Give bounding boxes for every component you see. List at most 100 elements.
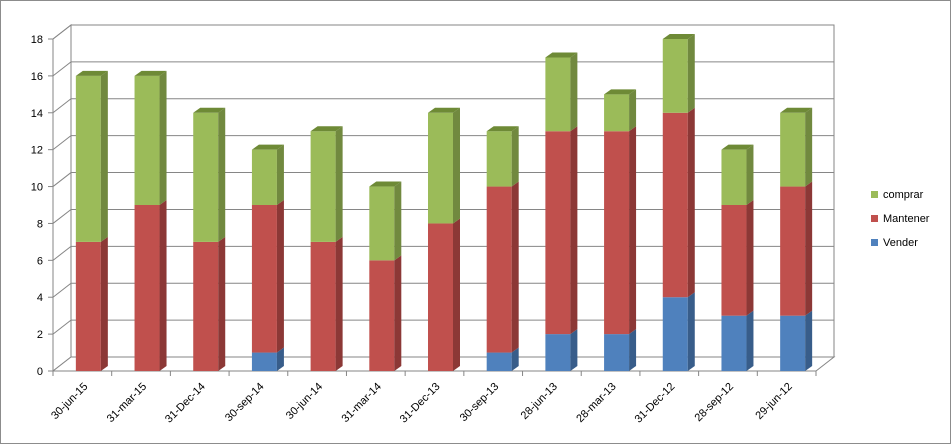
- bar-front: [780, 186, 806, 316]
- bar-segment-mantener: [193, 236, 226, 371]
- bar-side: [687, 292, 695, 371]
- bar-front: [369, 260, 395, 371]
- bar-stack: [545, 52, 578, 371]
- bar-top: [75, 70, 108, 76]
- bar-front: [662, 39, 688, 113]
- x-tick-label: 31-mar-15: [105, 381, 149, 425]
- bar-front: [486, 131, 512, 187]
- bar-side: [394, 255, 402, 371]
- bar-stack: [251, 144, 284, 371]
- bar-segment-vender: [251, 347, 284, 371]
- bar-front: [193, 112, 219, 242]
- bar-side: [100, 70, 108, 242]
- y-tick-label: 2: [37, 329, 43, 341]
- bar-stack: [193, 107, 226, 371]
- y-tick-label: 14: [31, 108, 43, 120]
- bar-side: [570, 52, 578, 132]
- bar-side: [511, 181, 519, 353]
- bar-segment-comprar: [604, 89, 637, 132]
- bar-segment-mantener: [428, 218, 460, 371]
- bar-side: [276, 144, 284, 205]
- gridline: [52, 61, 834, 77]
- bar-front: [310, 241, 336, 371]
- bar-top: [193, 107, 226, 113]
- bar-segment-comprar: [310, 126, 343, 242]
- bars: [75, 34, 813, 371]
- bar-top: [486, 126, 519, 132]
- bar-stack: [604, 89, 637, 371]
- bar-front: [604, 131, 630, 335]
- bar-front: [75, 75, 101, 242]
- bar-segment-vender: [662, 292, 695, 371]
- bar-stack: [780, 107, 813, 371]
- bar-side: [687, 107, 695, 298]
- gridline: [52, 319, 834, 335]
- gridline: [52, 24, 834, 40]
- bar-top: [369, 181, 402, 187]
- bar-front: [545, 131, 571, 335]
- x-tick-label: 30-sep-14: [223, 381, 267, 425]
- x-tick-label: 29-jun-12: [753, 381, 794, 422]
- bar-top: [310, 126, 343, 132]
- x-tick-label: 31-Dec-13: [398, 381, 443, 426]
- gridline: [52, 172, 834, 187]
- legend-item-comprar: comprar: [871, 189, 924, 201]
- bar-stack: [134, 70, 167, 371]
- y-tick-label: 12: [31, 145, 43, 157]
- bar-side: [218, 107, 226, 242]
- y-tick-label: 8: [37, 218, 43, 230]
- bar-front: [486, 186, 512, 353]
- bar-side: [159, 200, 167, 371]
- gridline: [52, 98, 834, 114]
- bar-front: [251, 149, 277, 205]
- x-tick-label: 28-mar-13: [574, 381, 618, 425]
- y-tick-label: 16: [31, 71, 43, 83]
- bar-side: [746, 200, 754, 316]
- bar-segment-vender: [545, 329, 578, 371]
- y-tick-label: 4: [37, 292, 43, 304]
- legend-label: Vender: [883, 237, 918, 249]
- bar-side: [805, 181, 813, 316]
- bar-front: [486, 352, 512, 371]
- bar-top: [251, 144, 284, 150]
- bar-front: [428, 112, 453, 224]
- legend: comprar Mantener Vender: [871, 189, 930, 249]
- bar-segment-mantener: [251, 200, 284, 353]
- x-tick-label: 30-jun-14: [284, 381, 325, 422]
- legend-swatch: [871, 191, 878, 198]
- gridline: [52, 135, 834, 151]
- bar-segment-mantener: [134, 200, 167, 371]
- bar-segment-comprar: [75, 70, 108, 242]
- bar-side: [159, 70, 167, 205]
- bar-segment-comprar: [486, 126, 519, 187]
- bar-top: [428, 107, 460, 113]
- bar-side: [746, 144, 754, 205]
- gridline: [52, 208, 834, 224]
- bar-front: [662, 112, 688, 298]
- x-tick-label: 28-sep-12: [693, 381, 737, 425]
- bar-segment-mantener: [75, 236, 108, 371]
- bar-stack: [369, 181, 402, 371]
- y-tick-label: 6: [37, 255, 43, 267]
- bar-side: [805, 310, 813, 371]
- bar-side: [394, 181, 402, 261]
- bar-side: [570, 126, 578, 335]
- legend-swatch: [871, 215, 878, 222]
- legend-swatch: [871, 239, 878, 246]
- bar-segment-vender: [486, 347, 519, 371]
- bar-side: [805, 107, 813, 187]
- bar-front: [75, 241, 101, 371]
- bar-segment-vender: [604, 329, 637, 371]
- gridlines: [52, 24, 834, 335]
- bar-side: [453, 218, 460, 371]
- bar-segment-mantener: [780, 181, 813, 316]
- bar-side: [511, 347, 519, 371]
- bar-side: [276, 200, 284, 353]
- x-tick-label: 31-mar-14: [340, 381, 384, 425]
- y-tick-label: 10: [31, 182, 43, 194]
- bar-side: [218, 236, 226, 371]
- bar-top: [662, 34, 695, 39]
- bar-front: [721, 205, 747, 316]
- bar-segment-comprar: [545, 52, 578, 132]
- bar-segment-comprar: [193, 107, 226, 242]
